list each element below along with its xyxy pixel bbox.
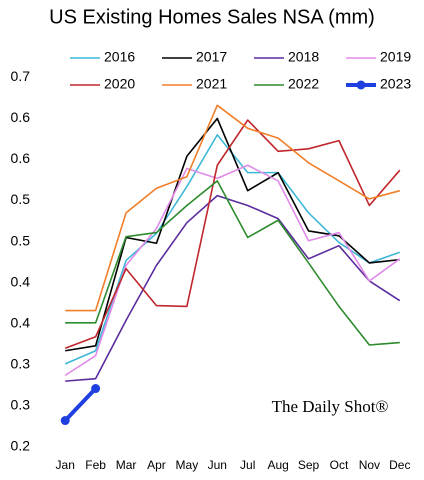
x-tick-label: Aug [267, 458, 288, 472]
x-tick-label: Oct [330, 458, 349, 472]
x-tick-label: Nov [359, 458, 380, 472]
x-tick-label: Feb [85, 458, 106, 472]
x-tick-label: Jun [208, 458, 227, 472]
point-marker [91, 384, 101, 394]
x-tick-label: Mar [116, 458, 137, 472]
series-line [65, 180, 400, 346]
legend-label: 2023 [380, 76, 411, 92]
x-tick-label: Jul [240, 458, 255, 472]
chart-title: US Existing Homes Sales NSA (mm) [49, 6, 375, 28]
x-tick-label: Dec [389, 458, 410, 472]
y-tick-label: 0.7 [11, 68, 31, 84]
y-tick-label: 0.4 [11, 273, 31, 289]
x-tick-label: Sep [298, 458, 320, 472]
x-tick-label: May [176, 458, 199, 472]
legend-marker [356, 80, 366, 90]
x-tick-label: Jan [56, 458, 75, 472]
legend-label: 2016 [104, 49, 135, 65]
y-tick-label: 0.6 [11, 109, 31, 125]
point-marker [60, 416, 70, 426]
series-line [63, 387, 98, 422]
series-line [64, 119, 401, 350]
legend-label: 2021 [196, 76, 227, 92]
legend-label: 2019 [380, 49, 411, 65]
legend-label: 2022 [288, 76, 319, 92]
y-tick-label: 0.4 [11, 314, 31, 330]
y-tick-label: 0.2 [11, 437, 31, 453]
y-tick-label: 0.6 [11, 150, 31, 166]
series-line [65, 104, 401, 312]
legend-label: 2018 [288, 49, 319, 65]
y-tick-label: 0.5 [11, 232, 31, 248]
watermark: The Daily Shot® [272, 397, 389, 416]
legend-label: 2017 [196, 49, 227, 65]
series-line [65, 194, 401, 382]
y-tick-label: 0.3 [11, 355, 31, 371]
legend-label: 2020 [104, 76, 135, 92]
y-tick-label: 0.3 [11, 396, 31, 412]
y-tick-label: 0.5 [11, 191, 31, 207]
x-tick-label: Apr [147, 458, 166, 472]
